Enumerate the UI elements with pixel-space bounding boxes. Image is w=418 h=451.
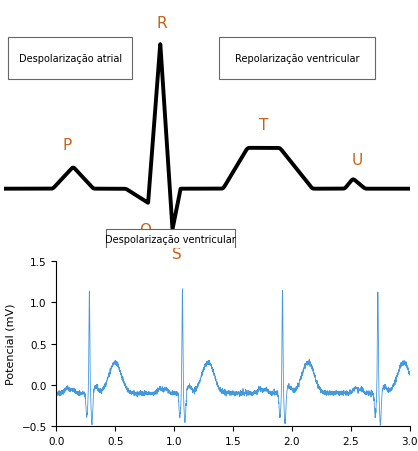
Text: Q: Q <box>139 222 151 237</box>
Text: U: U <box>352 153 363 168</box>
FancyBboxPatch shape <box>219 38 375 80</box>
Text: P: P <box>62 138 71 152</box>
Y-axis label: Potencial (mV): Potencial (mV) <box>6 303 16 385</box>
Text: R: R <box>157 16 168 31</box>
Text: S: S <box>173 247 182 262</box>
Text: Despolarização atrial: Despolarização atrial <box>19 54 122 64</box>
Text: T: T <box>259 118 268 133</box>
Text: Repolarização ventricular: Repolarização ventricular <box>234 54 359 64</box>
FancyBboxPatch shape <box>105 230 235 249</box>
Text: Despolarização ventricular: Despolarização ventricular <box>105 234 236 244</box>
FancyBboxPatch shape <box>8 38 132 80</box>
